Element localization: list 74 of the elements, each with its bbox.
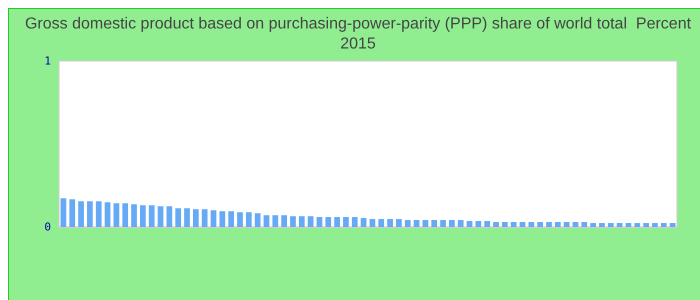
bar [87, 201, 93, 227]
bar [502, 222, 508, 227]
bar [626, 223, 632, 227]
bar [237, 212, 243, 227]
bar [590, 223, 596, 227]
bar [660, 223, 667, 227]
bar [219, 211, 226, 227]
bar [431, 220, 438, 227]
bar [608, 223, 614, 227]
bar [175, 208, 182, 227]
bar [254, 213, 261, 227]
bar [272, 215, 278, 227]
bar [192, 209, 199, 227]
bar [564, 222, 570, 227]
bar [96, 201, 102, 227]
bar [634, 223, 640, 227]
bar [325, 217, 332, 227]
bar [343, 217, 349, 227]
bar [334, 217, 340, 227]
bar [166, 206, 172, 227]
chart-subtitle: 2015 [340, 36, 376, 52]
bar [308, 216, 314, 227]
y-tick-label: 1 [44, 54, 51, 68]
bar [158, 206, 164, 227]
y-tick-label: 0 [44, 220, 51, 234]
bar [148, 205, 155, 227]
bar [484, 221, 490, 227]
bar [104, 202, 110, 227]
bar [246, 212, 252, 227]
bar [554, 222, 561, 227]
bar [122, 203, 128, 227]
bar [572, 222, 578, 227]
bar [404, 220, 411, 227]
bar [414, 220, 420, 227]
bar [360, 218, 366, 227]
bar [69, 199, 76, 227]
bar [599, 223, 605, 227]
bar [537, 222, 544, 227]
bar [281, 215, 287, 227]
bar [378, 219, 384, 227]
bar [114, 203, 120, 227]
chart-title: Gross domestic product based on purchasing-power-parity (PPP) share of world total Percent [24, 16, 692, 32]
bar [475, 221, 482, 227]
bar [581, 222, 588, 227]
bar [396, 219, 402, 227]
bar [510, 222, 517, 227]
bar [184, 208, 190, 227]
bar [449, 220, 455, 227]
bar [466, 221, 472, 227]
bar [643, 223, 649, 227]
bar [228, 211, 234, 227]
bar [370, 219, 376, 227]
bar [316, 217, 322, 227]
bar [670, 223, 676, 227]
bar [422, 220, 428, 227]
bar [202, 209, 208, 227]
bar [546, 222, 552, 227]
bar [493, 222, 499, 227]
bar [520, 222, 526, 227]
bar [458, 220, 464, 227]
bar [210, 210, 216, 227]
bar [264, 215, 270, 227]
bar [528, 222, 534, 227]
bar [440, 220, 446, 227]
bar [290, 216, 296, 227]
bar [131, 204, 137, 227]
bar [352, 217, 358, 227]
bar [616, 223, 622, 227]
bar [140, 205, 146, 227]
bar [298, 216, 305, 227]
bar [652, 223, 658, 227]
bar [387, 219, 393, 227]
bar [78, 201, 84, 227]
bar [60, 198, 66, 227]
